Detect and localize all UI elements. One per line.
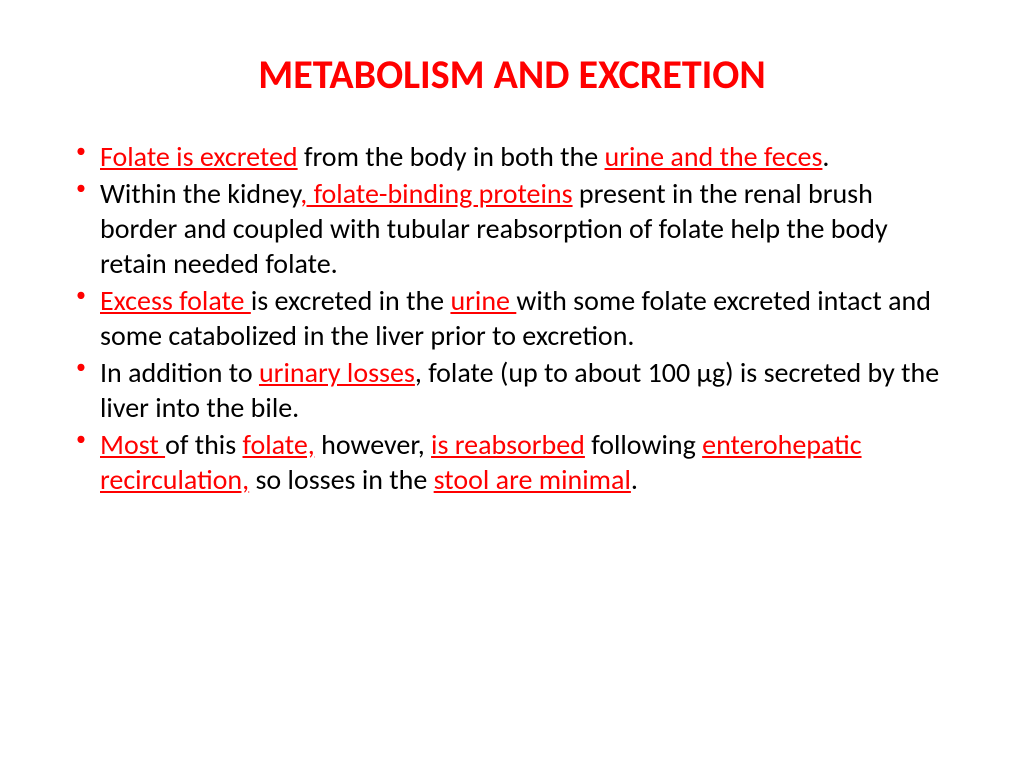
text-run: urine and the feces xyxy=(605,139,823,174)
text-run: stool are minimal xyxy=(434,462,631,497)
text-run: of this xyxy=(165,427,242,462)
text-run: Excess folate xyxy=(100,283,251,318)
bullet-item: Within the kidney, folate-binding protei… xyxy=(70,176,954,281)
text-run: however, xyxy=(315,427,431,462)
text-run: Folate is excreted xyxy=(100,139,298,174)
bullet-item: Excess folate is excreted in the urine w… xyxy=(70,283,954,353)
text-run: following xyxy=(585,427,702,462)
text-run: is reabsorbed xyxy=(431,427,585,462)
text-run: folate, xyxy=(243,427,315,462)
bullet-item: Most of this folate, however, is reabsor… xyxy=(70,427,954,497)
bullet-item: Folate is excreted from the body in both… xyxy=(70,139,954,174)
text-run: is excreted in the xyxy=(251,283,451,318)
text-run: In addition to xyxy=(100,355,259,390)
bullet-item: In addition to urinary losses, folate (u… xyxy=(70,355,954,425)
text-run: , folate-binding proteins xyxy=(300,176,572,211)
text-run: Within the kidney xyxy=(100,176,300,211)
text-run: Most xyxy=(100,427,165,462)
text-run: so losses in the xyxy=(249,462,434,497)
bullet-list: Folate is excreted from the body in both… xyxy=(70,139,954,497)
text-run: recirculation, xyxy=(100,462,249,497)
text-run: urinary losses xyxy=(259,355,415,390)
text-run: urine xyxy=(450,283,516,318)
text-run: . xyxy=(631,462,638,497)
text-run: enterohepatic xyxy=(702,427,861,462)
text-run: . xyxy=(822,139,829,174)
text-run: from the body in both the xyxy=(298,139,605,174)
slide-title: METABOLISM AND EXCRETION xyxy=(70,50,954,99)
